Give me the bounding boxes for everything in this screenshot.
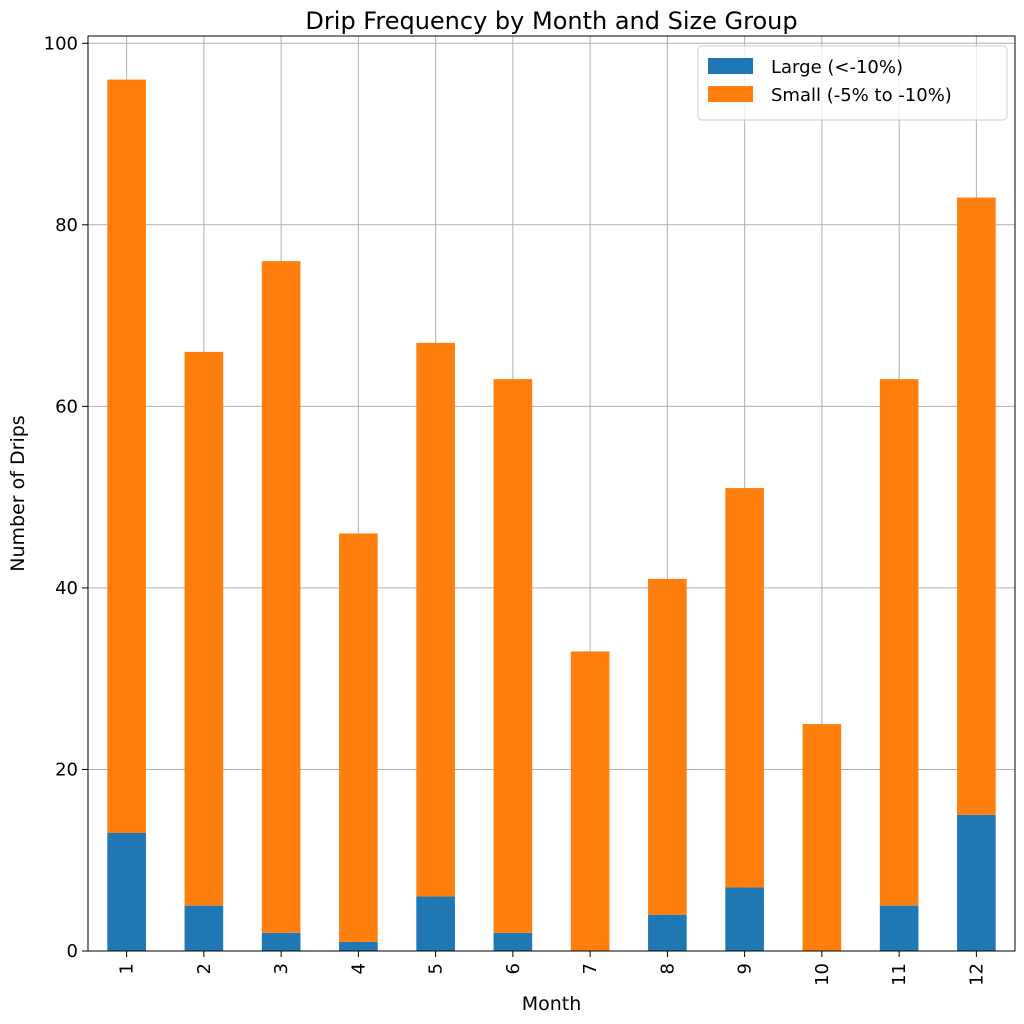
- bar-small-month-11: [879, 379, 919, 906]
- bar-small-month-5: [416, 342, 455, 897]
- x-tick-label: 11: [889, 963, 910, 986]
- bar-large-month-2: [184, 905, 224, 951]
- y-tick-label: 60: [55, 396, 78, 417]
- bar-small-month-3: [261, 261, 301, 933]
- legend: Large (<-10%) Small (-5% to -10%): [697, 45, 1008, 121]
- bar-large-month-6: [493, 932, 533, 951]
- bar-large-month-4: [339, 941, 378, 951]
- grid-lines: [88, 36, 1015, 952]
- bar-small-month-9: [725, 488, 764, 888]
- legend-box: [697, 45, 1008, 121]
- x-tick-label: 6: [503, 963, 524, 974]
- bars: [107, 79, 996, 951]
- y-tick-label: 40: [55, 578, 78, 599]
- chart-title: Drip Frequency by Month and Size Group: [305, 7, 797, 35]
- y-tick-label: 80: [55, 215, 78, 236]
- legend-label-small: Small (-5% to -10%): [771, 85, 952, 106]
- x-tick-label: 12: [966, 963, 987, 986]
- legend-swatch-large: [708, 58, 753, 74]
- y-tick-label: 20: [55, 759, 78, 780]
- x-axis-title: Month: [522, 993, 582, 1015]
- x-axis-ticks: 1 2 3 4 5 6 7 8 9 10 11 12: [117, 951, 987, 986]
- y-axis-ticks: 0 20 40 60 80 100: [44, 33, 88, 962]
- bar-small-month-4: [339, 533, 378, 942]
- bar-large-month-12: [957, 814, 996, 951]
- bar-small-month-2: [184, 351, 224, 906]
- y-axis-title: Number of Drips: [7, 415, 29, 571]
- x-tick-label: 1: [117, 963, 138, 974]
- bar-large-month-5: [416, 896, 455, 951]
- bar-large-month-11: [879, 905, 919, 951]
- legend-label-large: Large (<-10%): [771, 57, 903, 78]
- bar-small-month-8: [648, 578, 687, 915]
- bar-large-month-9: [725, 887, 764, 951]
- x-tick-label: 2: [194, 963, 215, 974]
- x-tick-label: 4: [348, 963, 369, 974]
- bar-small-month-6: [493, 379, 533, 933]
- bar-small-month-10: [802, 724, 842, 951]
- plot-frame: [87, 35, 1016, 952]
- x-tick-label: 3: [271, 963, 292, 974]
- y-tick-label: 100: [44, 33, 78, 54]
- bar-large-month-3: [261, 932, 301, 951]
- x-tick-label: 7: [580, 963, 601, 974]
- bar-small-month-1: [107, 79, 146, 833]
- x-tick-label: 5: [426, 963, 447, 974]
- x-tick-label: 8: [657, 963, 678, 974]
- bar-small-month-7: [570, 651, 610, 951]
- bar-large-month-8: [648, 914, 687, 951]
- y-tick-label: 0: [67, 941, 78, 962]
- x-tick-label: 10: [812, 963, 833, 986]
- x-tick-label: 9: [735, 963, 756, 974]
- bar-small-month-12: [957, 197, 996, 815]
- legend-swatch-small: [708, 86, 753, 102]
- bar-large-month-1: [107, 832, 146, 951]
